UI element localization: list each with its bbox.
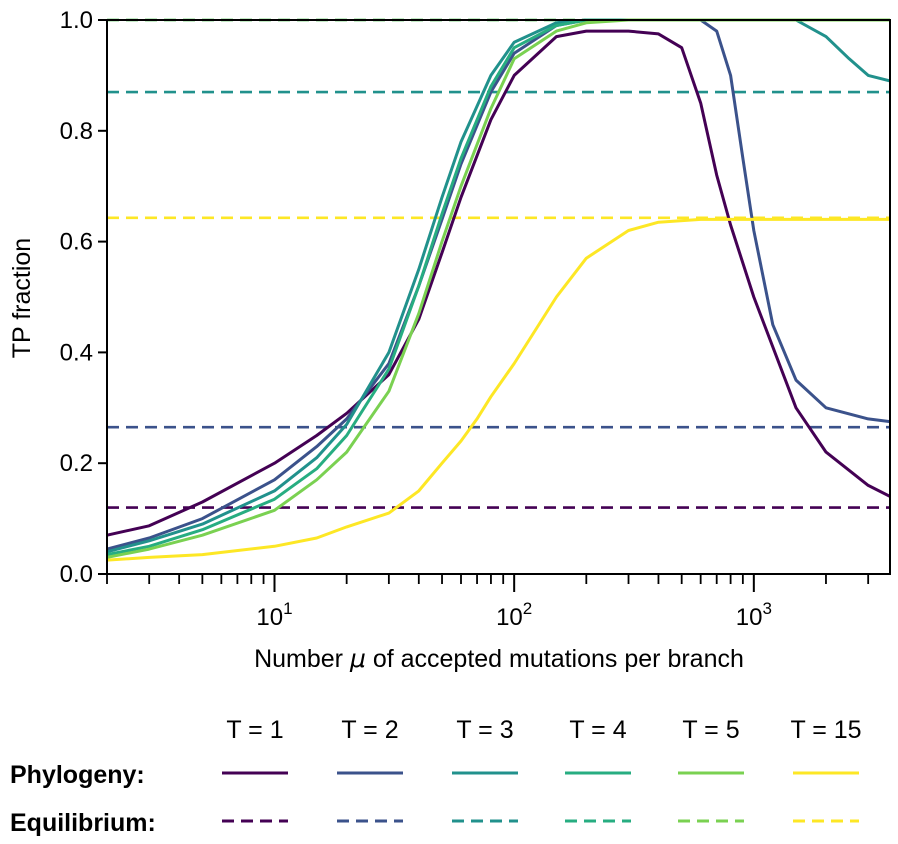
y-tick-label: 0.0 bbox=[60, 561, 93, 588]
phylogeny-curve-2 bbox=[106, 18, 891, 551]
legend-column-label: T = 5 bbox=[682, 716, 739, 744]
x-axis-label-suffix: of accepted mutations per branch bbox=[366, 645, 744, 673]
x-tick-label: 103 bbox=[736, 599, 772, 631]
axes: 0.0 0.2 0.4 0.6 0.8 1.0 101 102 103 bbox=[60, 7, 891, 631]
y-tick-label: 0.8 bbox=[60, 118, 93, 145]
y-tick-label: 0.6 bbox=[60, 229, 93, 256]
legend-items: T = 1 T = 2 T = 3 T = 4 T = 5 T = 15 bbox=[222, 716, 862, 823]
y-tick-label: 1.0 bbox=[60, 7, 93, 34]
y-tick-label: 0.2 bbox=[60, 450, 93, 477]
x-axis-label: Number μ of accepted mutations per branc… bbox=[254, 644, 744, 673]
legend-column-label: T = 15 bbox=[790, 716, 861, 744]
y-axis-label: TP fraction bbox=[8, 238, 36, 358]
y-tick-label: 0.4 bbox=[60, 339, 93, 366]
legend-column-label: T = 1 bbox=[226, 716, 283, 744]
phylogeny-curve-6 bbox=[106, 217, 890, 562]
phylogeny-curve-4 bbox=[106, 18, 890, 557]
x-axis-label-prefix: Number bbox=[254, 645, 350, 673]
phylogeny-curve-5 bbox=[106, 18, 890, 559]
plot-lines bbox=[106, 18, 891, 562]
legend-column-label: T = 4 bbox=[569, 716, 626, 744]
legend-column-label: T = 3 bbox=[456, 716, 513, 744]
legend-column-label: T = 2 bbox=[341, 716, 398, 744]
legend-row-phylogeny: Phylogeny: bbox=[10, 761, 145, 789]
phylogeny-curve-1 bbox=[106, 29, 891, 537]
plot-frame bbox=[106, 19, 891, 575]
x-axis-label-mu: μ bbox=[349, 644, 366, 673]
phylogeny-curve-3 bbox=[106, 18, 891, 554]
x-tick-label: 102 bbox=[496, 599, 532, 631]
x-tick-label: 101 bbox=[256, 599, 292, 631]
legend-row-equilibrium: Equilibrium: bbox=[10, 809, 156, 837]
